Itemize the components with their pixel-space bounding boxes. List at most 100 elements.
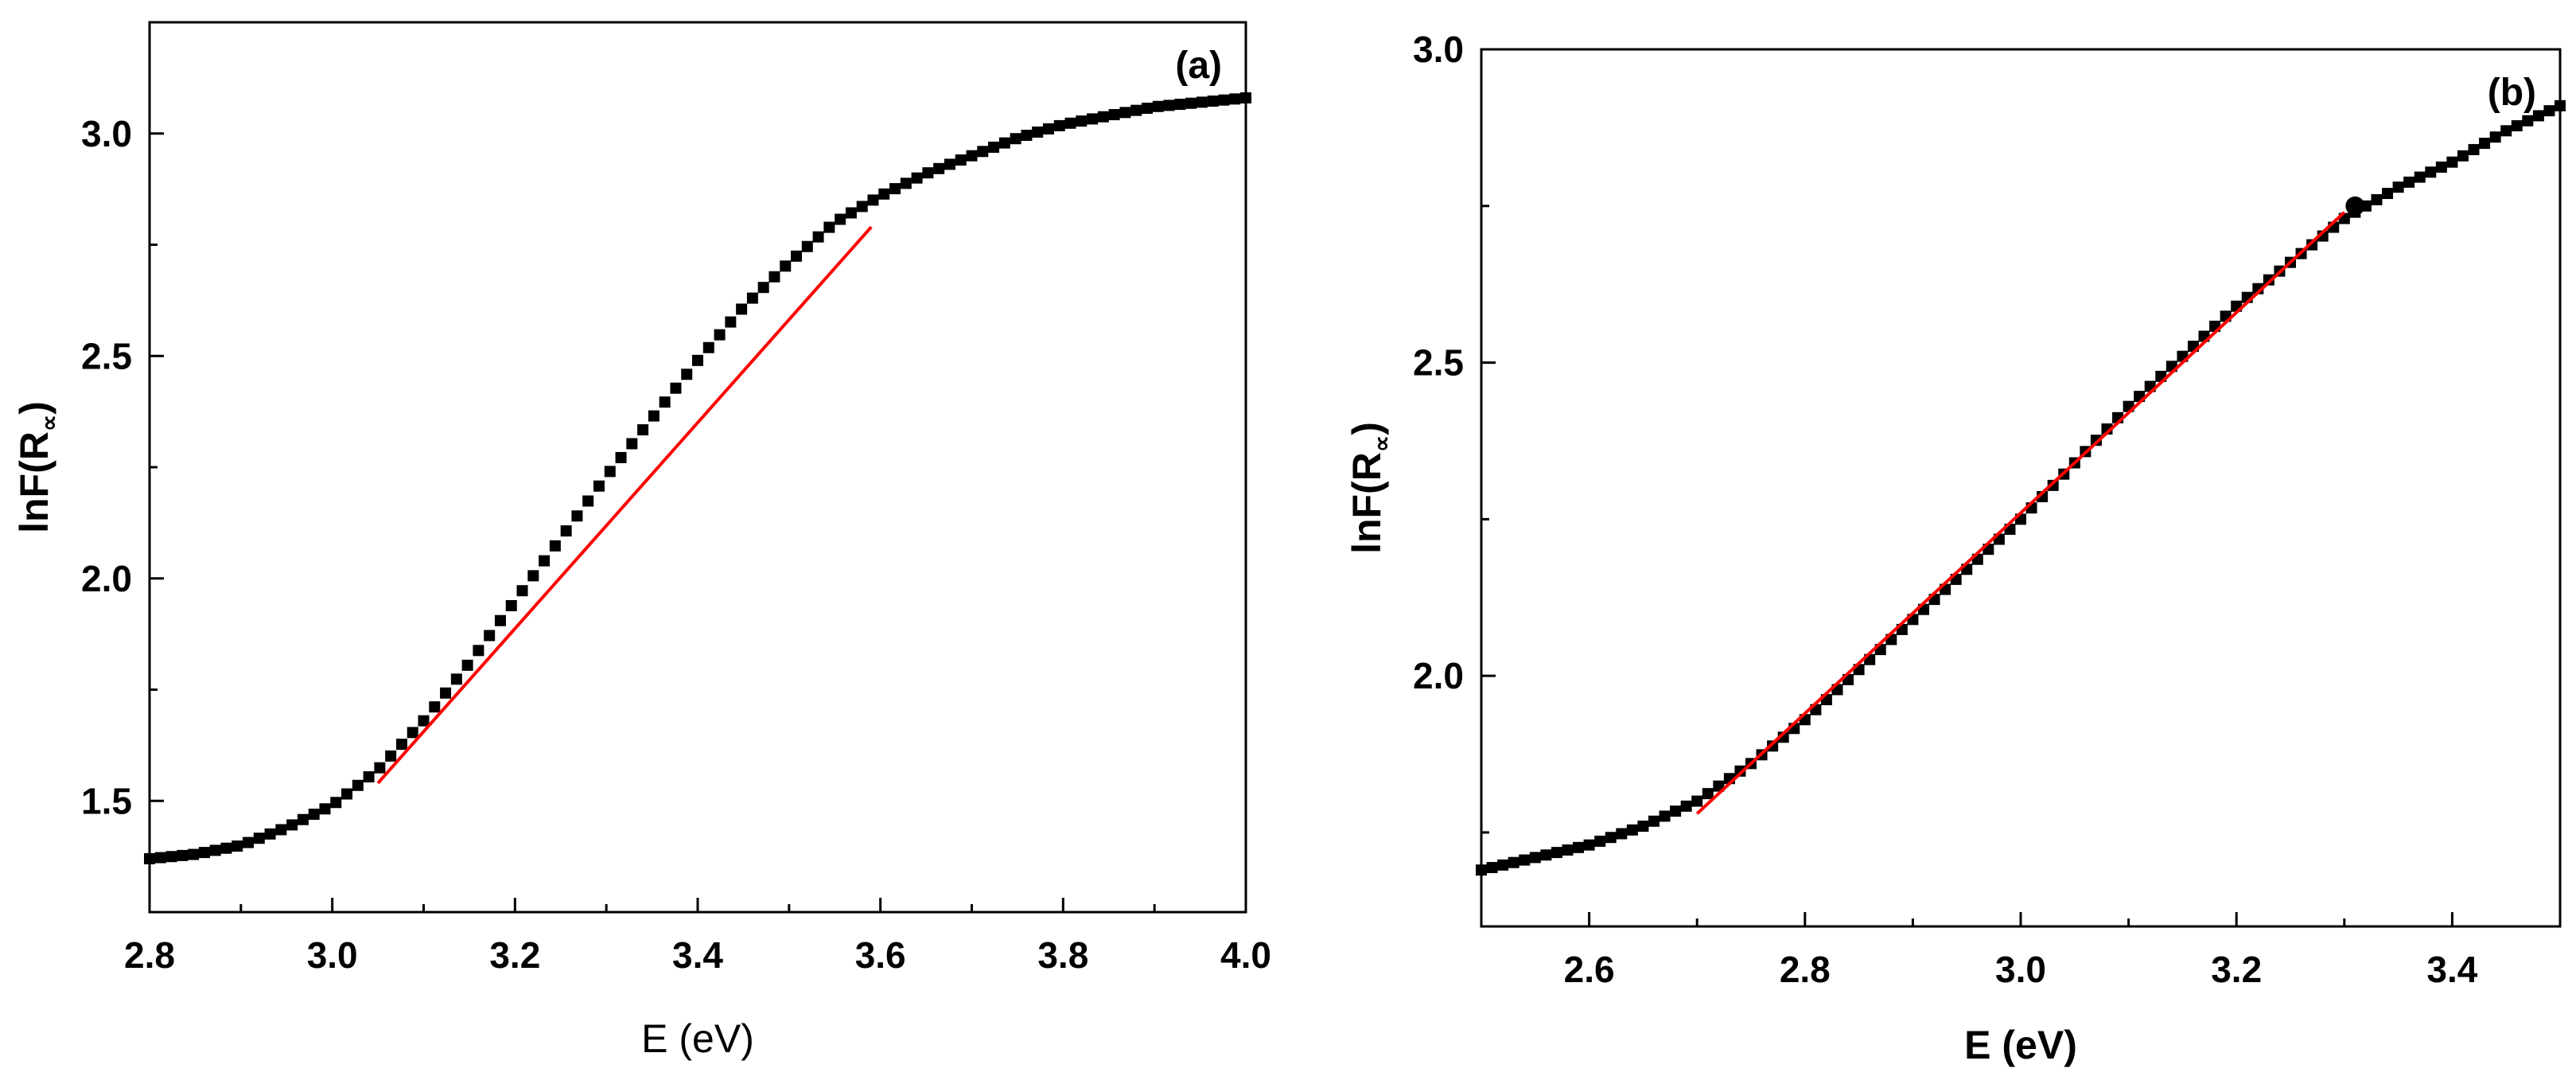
data-point	[955, 154, 967, 166]
x-tick-label: 3.0	[1995, 949, 2046, 990]
x-tick-label: 3.4	[672, 934, 723, 976]
data-point	[1229, 93, 1241, 105]
data-point	[1626, 824, 1638, 836]
y-tick-label: 3.0	[81, 113, 132, 154]
plot-frame	[1480, 48, 2562, 928]
data-point	[2457, 150, 2469, 162]
data-point	[692, 354, 703, 366]
x-tick-label: 3.6	[855, 934, 906, 976]
data-point	[2489, 131, 2501, 143]
x-tick-label: 2.8	[1780, 949, 1831, 990]
data-point	[659, 396, 671, 408]
data-point	[1053, 119, 1065, 131]
data-point	[2414, 171, 2426, 183]
y-tick-label: 1.5	[81, 780, 132, 821]
fit-line	[376, 225, 873, 785]
data-point	[165, 851, 177, 863]
data-point	[966, 150, 978, 162]
data-point	[1734, 765, 1746, 777]
x-tick-label: 2.8	[124, 934, 175, 976]
data-point	[2511, 120, 2523, 132]
data-point	[1637, 821, 1649, 833]
data-point	[801, 240, 813, 252]
data-point	[407, 727, 418, 739]
data-point	[626, 438, 638, 450]
data-point	[1174, 99, 1186, 111]
data-point	[2479, 138, 2491, 150]
data-point	[835, 213, 846, 225]
data-point	[2543, 105, 2555, 117]
data-point	[308, 809, 320, 821]
data-point	[330, 797, 342, 809]
y-axis-title: lnF(R∝)	[1344, 422, 1395, 554]
data-point	[494, 614, 506, 626]
data-point	[1583, 839, 1595, 851]
y-tick-label: 2.0	[81, 558, 132, 599]
y-tick-label: 2.0	[1413, 655, 1464, 696]
data-point	[220, 842, 232, 854]
data-point	[757, 282, 769, 294]
data-point	[1119, 107, 1131, 119]
data-point	[560, 525, 572, 537]
data-point	[1562, 844, 1574, 856]
data-point	[527, 570, 539, 582]
data-point	[856, 201, 868, 213]
data-point	[582, 495, 594, 507]
data-point	[2371, 193, 2383, 205]
data-point	[1130, 104, 1142, 116]
data-point	[374, 762, 386, 774]
data-point	[845, 207, 857, 219]
data-point	[1076, 115, 1088, 127]
data-point	[1529, 852, 1541, 864]
data-point	[702, 341, 714, 353]
data-point	[516, 585, 528, 597]
data-point	[2306, 239, 2318, 251]
data-point	[1087, 113, 1099, 125]
x-axis-title: E (eV)	[641, 1016, 754, 1061]
data-point	[1519, 854, 1531, 866]
x-tick-label: 2.6	[1564, 949, 1615, 990]
data-point	[1010, 133, 1021, 145]
y-axis-title: lnF(R∝)	[12, 401, 63, 533]
data-point	[264, 828, 276, 840]
data-series	[1476, 99, 2566, 876]
data-point	[1551, 847, 1562, 859]
data-point	[539, 555, 551, 567]
data-point	[1064, 117, 1076, 129]
data-series	[144, 92, 1251, 864]
data-point	[746, 292, 758, 304]
data-point	[1185, 97, 1197, 109]
data-point	[670, 382, 682, 394]
data-point	[1032, 126, 1044, 138]
data-point	[1152, 100, 1164, 112]
data-point	[1508, 856, 1520, 868]
data-point	[1240, 92, 1251, 104]
data-point	[714, 329, 726, 341]
data-point	[232, 840, 243, 852]
data-point	[275, 824, 287, 836]
panel-label: (a)	[1175, 45, 1222, 87]
data-point	[1218, 94, 1230, 106]
data-point	[878, 188, 890, 200]
data-point	[1108, 109, 1120, 121]
data-point	[2555, 99, 2566, 111]
data-point	[615, 451, 627, 463]
data-point	[341, 788, 353, 800]
chart-panel-b: 2.6 2.8 3.0 3.2 3.4 2.0 2.5 3.0 E (eV) lnF(R∝) (b)	[1344, 29, 2566, 1067]
data-point	[922, 167, 934, 179]
data-point	[1767, 740, 1779, 752]
x-tick-label: 3.2	[489, 934, 540, 976]
data-point	[1021, 129, 1033, 141]
data-point	[2500, 125, 2512, 137]
data-point	[812, 231, 824, 243]
data-point	[2468, 143, 2480, 155]
panel-label: (b)	[2488, 72, 2536, 114]
data-point	[648, 410, 660, 422]
data-point	[1680, 800, 1692, 812]
plot-frame	[148, 21, 1247, 914]
data-point	[736, 303, 748, 315]
data-point	[549, 540, 561, 552]
data-point	[385, 750, 397, 762]
data-point	[1540, 849, 1552, 861]
